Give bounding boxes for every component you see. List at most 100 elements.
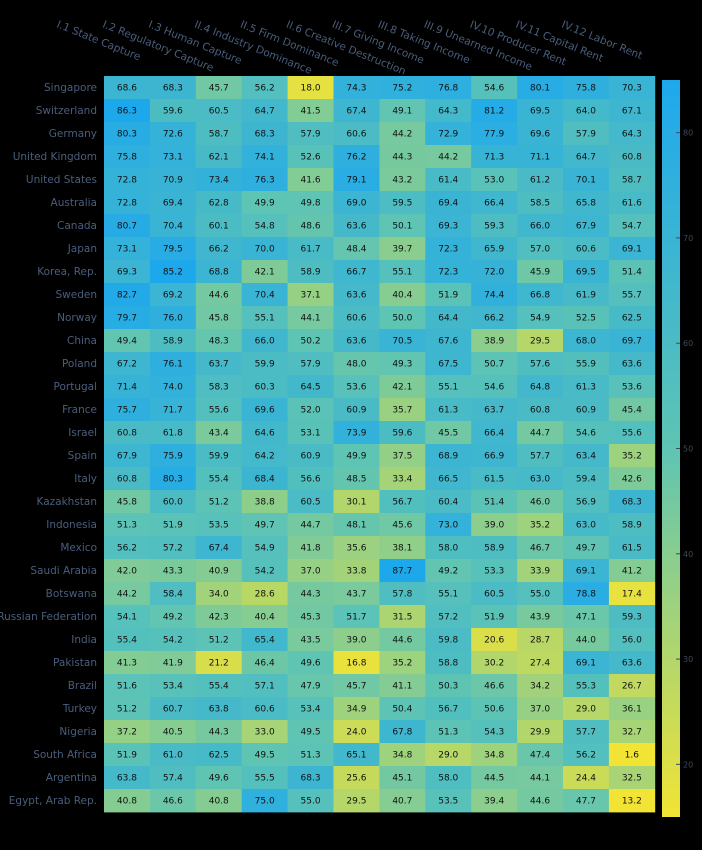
cell-value-label: 54.8 [255, 222, 275, 232]
heatmap-cell [195, 168, 243, 192]
cell-value-label: 42.1 [392, 383, 412, 393]
heatmap-cell [287, 697, 334, 721]
cell-value-label: 81.2 [484, 107, 504, 117]
cell-value-label: 56.0 [622, 636, 642, 646]
cell-value-label: 69.0 [346, 199, 366, 209]
cell-value-label: 58.9 [163, 337, 183, 347]
heatmap-cells: 68.6 68.3 45.7 56.2 18.0 74.3 75.2 76.8 54.6 80.1… [104, 76, 656, 813]
cell-value-label: 63.4 [576, 452, 596, 462]
row-label: Pakistan [53, 657, 97, 669]
heatmap-cell [195, 352, 243, 376]
cell-value-label: 59.6 [163, 107, 183, 117]
cell-value-label: 61.7 [301, 245, 321, 255]
cell-value-label: 49.5 [255, 751, 275, 761]
heatmap-cell [241, 214, 288, 238]
heatmap-cell [563, 398, 610, 422]
heatmap-cell [563, 306, 610, 330]
heatmap-cell [104, 122, 151, 146]
heatmap-cell [425, 628, 472, 652]
heatmap-cell [287, 168, 334, 192]
cell-value-label: 66.4 [484, 429, 504, 439]
heatmap-cell [517, 168, 564, 192]
cell-value-label: 24.0 [346, 728, 366, 738]
heatmap-cell [287, 743, 334, 767]
row-label: Turkey [62, 703, 97, 715]
heatmap-cell [471, 559, 518, 583]
colorbar-tick-label: 20 [683, 760, 693, 769]
heatmap-cell [333, 260, 380, 284]
cell-value-label: 55.4 [209, 682, 229, 692]
heatmap-cell [195, 697, 243, 721]
cell-value-label: 72.3 [438, 268, 458, 278]
heatmap-cell [471, 766, 518, 790]
cell-value-label: 36.1 [622, 705, 642, 715]
heatmap-cell [104, 559, 151, 583]
cell-value-label: 61.5 [622, 544, 642, 554]
heatmap-cell [195, 743, 243, 767]
heatmap-cell [379, 237, 426, 261]
heatmap-cell [608, 582, 656, 606]
cell-value-label: 64.3 [622, 130, 642, 140]
heatmap-cell [241, 720, 288, 744]
heatmap-cell [425, 283, 472, 307]
cell-value-label: 69.3 [117, 268, 137, 278]
cell-value-label: 42.6 [622, 475, 642, 485]
heatmap-cell [333, 122, 380, 146]
cell-value-label: 44.3 [209, 728, 229, 738]
heatmap-cell [471, 76, 518, 100]
cell-value-label: 45.9 [530, 268, 550, 278]
row-label: Spain [68, 450, 97, 462]
heatmap-cell [425, 720, 472, 744]
heatmap-cell [333, 237, 380, 261]
heatmap-cell [471, 122, 518, 146]
cell-value-label: 60.0 [163, 498, 183, 508]
cell-value-label: 66.2 [484, 314, 504, 324]
cell-value-label: 54.6 [484, 383, 504, 393]
cell-value-label: 58.9 [622, 521, 642, 531]
heatmap-cell [608, 237, 656, 261]
row-label: Egypt, Arab Rep. [9, 795, 97, 807]
cell-value-label: 49.7 [255, 521, 275, 531]
heatmap-cell [517, 674, 564, 698]
cell-value-label: 61.8 [163, 429, 183, 439]
cell-value-label: 55.1 [438, 383, 458, 393]
cell-value-label: 55.1 [255, 314, 275, 324]
cell-value-label: 54.2 [163, 636, 183, 646]
row-label: Italy [74, 473, 97, 485]
cell-value-label: 66.0 [255, 337, 275, 347]
row-label: Mexico [60, 542, 97, 554]
cell-value-label: 39.7 [392, 245, 412, 255]
heatmap-cell [149, 214, 197, 238]
cell-value-label: 75.7 [117, 406, 137, 416]
heatmap-cell [195, 398, 243, 422]
heatmap-cell [517, 398, 564, 422]
cell-value-label: 37.0 [301, 567, 321, 577]
heatmap-cell [608, 789, 656, 813]
cell-value-label: 86.3 [117, 107, 137, 117]
cell-value-label: 68.3 [163, 84, 183, 94]
heatmap-cell [241, 789, 288, 813]
cell-value-label: 65.8 [576, 199, 596, 209]
cell-value-label: 49.3 [392, 360, 412, 370]
cell-value-label: 64.5 [301, 383, 321, 393]
cell-value-label: 72.9 [438, 130, 458, 140]
cell-value-label: 69.1 [576, 567, 596, 577]
heatmap-cell [104, 260, 151, 284]
heatmap-cell [425, 306, 472, 330]
cell-value-label: 70.4 [163, 222, 183, 232]
cell-value-label: 57.0 [530, 245, 550, 255]
cell-value-label: 35.2 [392, 659, 412, 669]
heatmap-cell [379, 628, 426, 652]
cell-value-label: 45.3 [301, 613, 321, 623]
heatmap-cell [517, 743, 564, 767]
heatmap-cell [471, 720, 518, 744]
heatmap-cell [241, 651, 288, 675]
cell-value-label: 40.9 [209, 567, 229, 577]
heatmap-cell [425, 122, 472, 146]
cell-value-label: 55.7 [622, 291, 642, 301]
heatmap-cell [104, 444, 151, 468]
heatmap-cell [104, 720, 151, 744]
heatmap-cell [471, 145, 518, 169]
cell-value-label: 79.5 [163, 245, 183, 255]
cell-value-label: 60.6 [576, 245, 596, 255]
